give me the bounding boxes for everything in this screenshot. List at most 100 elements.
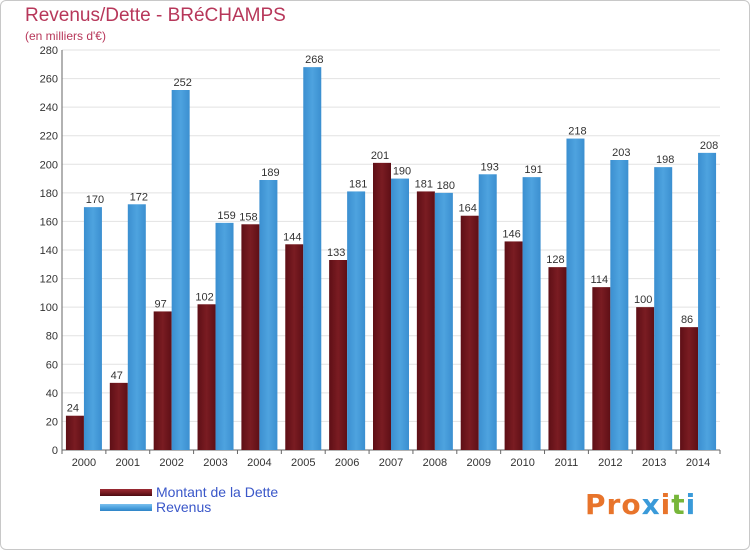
bar-revenus	[434, 192, 453, 450]
bar-dette	[329, 260, 348, 450]
logo-letter: t	[671, 488, 686, 521]
data-label-dette: 102	[195, 291, 213, 303]
data-label-dette: 128	[546, 254, 564, 266]
data-label-dette: 86	[681, 314, 693, 326]
logo-letter: r	[606, 488, 622, 521]
data-label-dette: 146	[502, 228, 520, 240]
data-label-dette: 164	[459, 203, 477, 215]
data-label-revenus: 252	[173, 77, 191, 89]
x-tick-label: 2009	[466, 457, 490, 469]
x-tick-label: 2001	[116, 457, 140, 469]
bar-dette	[636, 307, 655, 450]
x-tick-label: 2013	[642, 457, 666, 469]
logo-letter: i	[660, 488, 672, 521]
data-label-revenus: 191	[524, 164, 542, 176]
data-label-revenus: 180	[437, 180, 455, 192]
data-label-revenus: 159	[217, 210, 235, 222]
legend-swatch-revenus	[100, 504, 152, 511]
bar-revenus	[391, 178, 409, 451]
x-tick-label: 2004	[247, 457, 271, 469]
bar-dette	[592, 287, 611, 450]
bar-revenus	[347, 191, 366, 450]
x-tick-label: 2007	[379, 457, 403, 469]
data-label-revenus: 181	[349, 178, 367, 190]
bar-revenus	[127, 204, 146, 450]
bar-revenus	[698, 152, 717, 450]
x-tick-label: 2010	[510, 457, 534, 469]
data-label-revenus: 172	[130, 191, 148, 203]
data-label-revenus: 218	[568, 126, 586, 138]
y-tick-label: 260	[40, 74, 58, 86]
bar-revenus	[522, 177, 541, 450]
y-tick-label: 220	[40, 131, 58, 143]
x-tick-label: 2003	[203, 457, 227, 469]
logo-letter: x	[641, 488, 661, 521]
bar-dette	[416, 191, 435, 450]
y-tick-label: 240	[40, 102, 58, 114]
x-tick-label: 2014	[686, 457, 710, 469]
data-label-revenus: 198	[656, 154, 674, 166]
data-label-dette: 144	[283, 231, 301, 243]
bar-revenus	[215, 222, 234, 450]
x-tick-label: 2012	[598, 457, 622, 469]
y-tick-label: 280	[40, 45, 58, 57]
data-label-revenus: 170	[86, 194, 104, 206]
data-label-revenus: 189	[261, 167, 279, 179]
bar-dette	[65, 415, 84, 450]
logo-letter: o	[621, 488, 642, 521]
x-tick-label: 2002	[159, 457, 183, 469]
legend-label-revenus: Revenus	[156, 499, 212, 515]
logo-letter: P	[585, 488, 607, 521]
x-tick-label: 2011	[555, 457, 579, 469]
data-label-dette: 201	[371, 150, 389, 162]
data-label-dette: 114	[591, 274, 609, 286]
bar-revenus	[171, 90, 190, 450]
bar-revenus	[303, 67, 322, 451]
data-label-revenus: 268	[305, 54, 323, 66]
y-tick-label: 100	[40, 302, 58, 314]
y-tick-label: 120	[40, 274, 58, 286]
data-label-revenus: 190	[393, 166, 411, 178]
data-label-dette: 158	[239, 211, 257, 223]
bar-dette	[548, 267, 567, 450]
y-tick-label: 180	[40, 188, 58, 200]
bar-dette	[680, 327, 699, 450]
data-label-dette: 97	[155, 298, 167, 310]
legend-label-dette: Montant de la Dette	[156, 484, 279, 500]
proxiti-logo: Proxiti	[585, 488, 696, 521]
bar-dette	[504, 241, 523, 450]
bar-revenus	[566, 138, 585, 451]
bar-dette	[241, 224, 260, 450]
data-label-dette: 24	[67, 403, 79, 415]
x-tick-label: 2008	[423, 457, 447, 469]
logo-letter: i	[685, 488, 697, 521]
data-label-revenus: 193	[481, 161, 499, 173]
data-label-dette: 100	[634, 294, 652, 306]
data-label-revenus: 203	[612, 147, 630, 159]
y-tick-label: 140	[40, 245, 58, 257]
data-label-dette: 133	[327, 247, 345, 259]
x-tick-label: 2006	[335, 457, 359, 469]
x-tick-label: 2005	[291, 457, 315, 469]
bar-dette	[285, 244, 304, 450]
data-label-dette: 47	[111, 370, 123, 382]
bar-revenus	[610, 160, 629, 450]
chart-subtitle: (en milliers d'€)	[25, 29, 106, 43]
legend-swatch-dette	[100, 489, 152, 496]
data-label-revenus: 208	[700, 140, 718, 152]
chart-title: Revenus/Dette - BRéCHAMPS	[25, 5, 286, 26]
bar-revenus	[654, 167, 673, 450]
y-tick-label: 80	[46, 331, 58, 343]
bar-revenus	[83, 207, 102, 450]
bar-revenus	[259, 180, 278, 450]
bar-dette	[373, 162, 391, 450]
y-tick-label: 200	[40, 159, 58, 171]
bar-dette	[153, 311, 172, 450]
data-label-dette: 181	[415, 178, 433, 190]
y-tick-label: 40	[46, 388, 58, 400]
y-tick-label: 60	[46, 359, 58, 371]
y-tick-label: 160	[40, 216, 58, 228]
y-tick-label: 20	[46, 416, 58, 428]
bar-dette	[197, 304, 216, 450]
